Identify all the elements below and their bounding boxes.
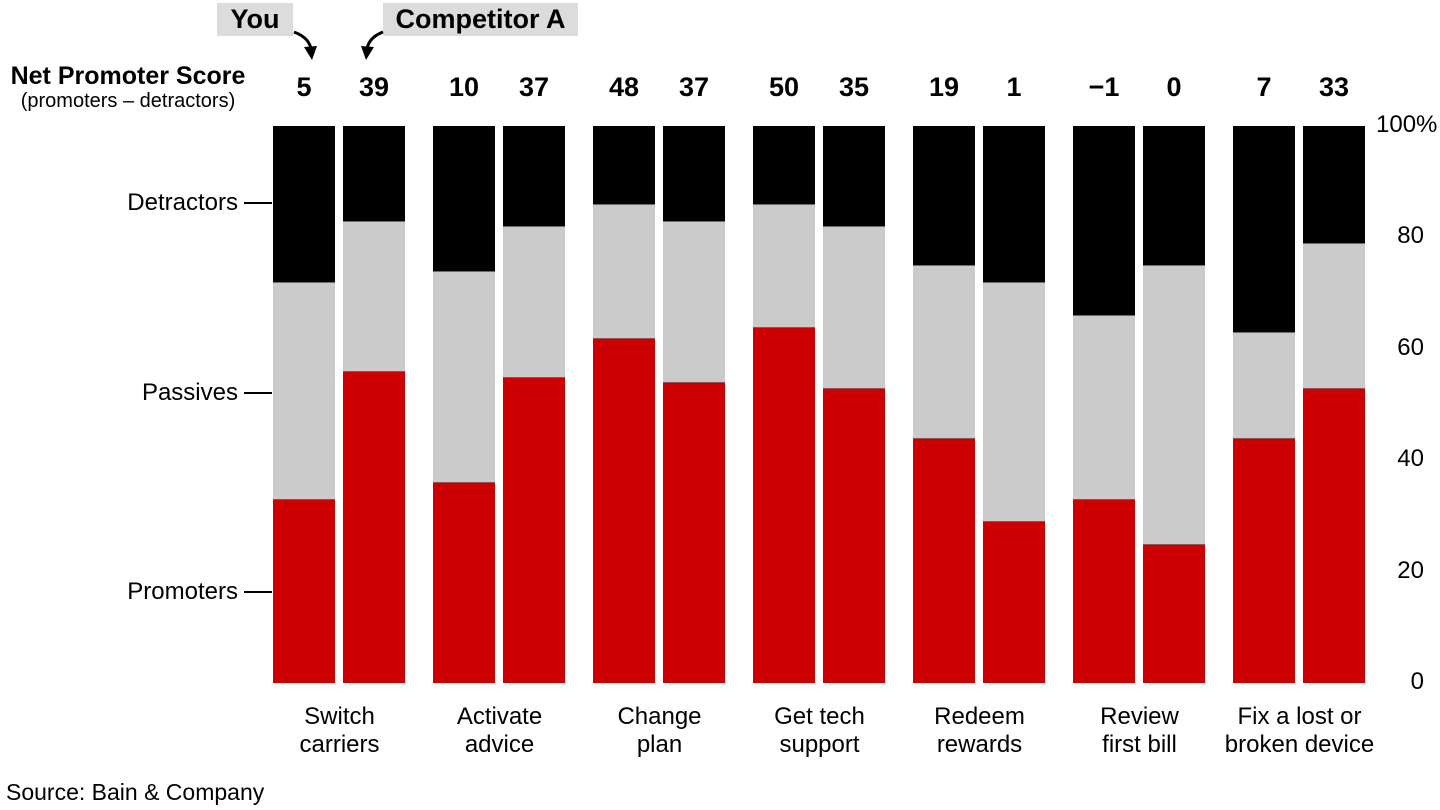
nps-value: 39 [358,72,390,102]
bar-you [593,126,655,683]
nps-value: 35 [838,72,870,102]
bar-segment-detractors [1073,126,1135,316]
bar-competitor [343,126,405,683]
bar-competitor [823,126,885,683]
bar-segment-detractors [913,126,975,266]
segment-label-detractors: Detractors [127,189,238,216]
bar-segment-detractors [343,126,405,221]
bar-segment-promoters [1233,437,1295,683]
axis-tick-label: 80 [1397,222,1424,250]
nps-value: 37 [678,72,710,102]
nps-value: 50 [768,72,800,102]
bar-segment-passives [273,281,335,500]
bar-you [753,126,815,683]
bar-segment-passives [433,270,495,483]
category-label: Get tech support [774,703,865,758]
bar-competitor [1143,126,1205,683]
bar-segment-detractors [593,126,655,204]
nps-row-title: Net Promoter Score [10,62,246,90]
bar-segment-detractors [663,126,725,221]
bar-segment-detractors [983,126,1045,282]
bar-segment-promoters [913,437,975,683]
axis-tick-label: 60 [1397,333,1424,361]
bar-competitor [983,126,1045,683]
bar-segment-promoters [823,387,885,683]
bar-segment-passives [823,226,885,388]
legend-arrows [293,30,384,60]
bar-competitor [663,126,725,683]
bar-segment-detractors [823,126,885,227]
bar-segment-promoters [343,371,405,683]
legend-competitor-a: Competitor A [383,3,578,36]
category-label: Fix a lost or broken device [1224,703,1375,758]
bar-segment-passives [1233,332,1295,438]
axis-tick-label: 40 [1397,445,1424,473]
axis-tick-label: 100% [1376,111,1438,138]
segment-label-leader-line [244,591,272,593]
nps-value: 33 [1318,72,1350,102]
nps-value: 0 [1166,72,1182,102]
bar-segment-passives [343,220,405,372]
bar-segment-promoters [753,326,815,683]
axis-tick-label: 0 [1410,668,1424,695]
bar-segment-passives [663,220,725,383]
nps-value: 1 [1006,72,1022,102]
bar-segment-promoters [503,376,565,683]
bar-segment-detractors [273,126,335,282]
segment-label-passives: Passives [141,379,238,406]
bar-segment-detractors [503,126,565,227]
category-label: Redeem rewards [934,703,1025,758]
category-label: Change plan [617,703,702,758]
bar-competitor [503,126,565,683]
nps-row-label: Net Promoter Score (promoters – detracto… [6,62,250,113]
bar-you [273,126,335,683]
category-label: Review first bill [1100,703,1179,758]
segment-label-leader-line [244,392,272,394]
bar-segment-promoters [983,521,1045,683]
category-label: Switch carriers [299,703,380,758]
nps-value: 48 [608,72,640,102]
nps-row-subtitle: (promoters – detractors) [20,90,236,112]
bar-you [1073,126,1135,683]
bar-segment-passives [913,265,975,438]
bar-segment-passives [1073,315,1135,500]
bar-segment-promoters [433,482,495,683]
bar-segment-passives [1143,265,1205,544]
category-label: Activate advice [456,703,543,758]
bar-segment-promoters [663,382,725,683]
competitor-arrow-icon [361,30,384,60]
bar-segment-promoters [1143,543,1205,683]
bar-segment-promoters [1073,499,1135,683]
nps-value: 19 [928,72,960,102]
segment-label-leader-line [244,202,272,204]
bar-segment-detractors [433,126,495,271]
bar-segment-passives [753,203,815,327]
nps-value: 7 [1256,72,1272,102]
bar-segment-passives [593,203,655,338]
bar-you [913,126,975,683]
bar-segment-passives [983,281,1045,522]
source-note: Source: Bain & Company [6,779,265,805]
nps-value: −1 [1088,72,1120,102]
bar-competitor [1303,126,1365,683]
axis-tick-label: 20 [1397,556,1424,584]
bar-you [433,126,495,683]
nps-value: 10 [448,72,480,102]
bar-segment-passives [1303,242,1365,388]
nps-value: 37 [518,72,550,102]
bar-segment-promoters [1303,387,1365,683]
bar-segment-detractors [753,126,815,204]
legend-you: You [217,3,293,36]
bar-segment-detractors [1143,126,1205,266]
bar-you [1233,126,1295,683]
bar-segment-passives [503,226,565,377]
nps-value: 5 [296,72,312,102]
you-arrow-icon [293,30,317,60]
bar-segment-detractors [1233,126,1295,333]
segment-label-promoters: Promoters [127,578,238,605]
bar-segment-promoters [273,499,335,683]
bar-segment-promoters [593,337,655,683]
bar-segment-detractors [1303,126,1365,243]
